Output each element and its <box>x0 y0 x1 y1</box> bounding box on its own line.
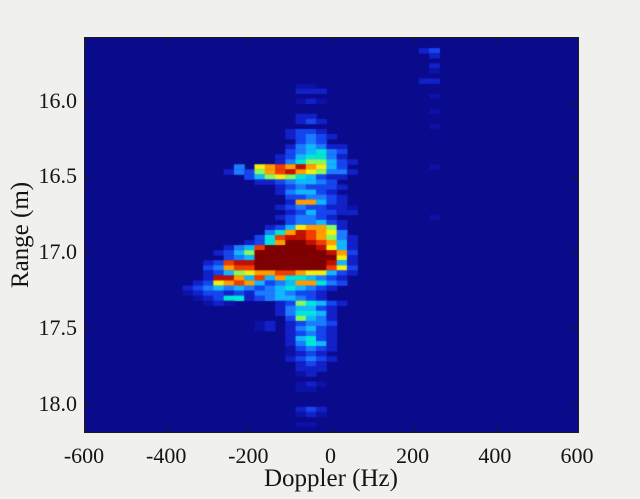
y-tick-label: 16.5 <box>38 163 78 189</box>
y-tick-label: 17.0 <box>38 239 78 265</box>
x-tick-label: -600 <box>63 443 105 468</box>
y-tick-label: 17.5 <box>38 314 78 340</box>
x-tick-label: 400 <box>478 443 512 468</box>
y-axis-label: Range (m) <box>7 181 34 289</box>
heatmap-canvas <box>85 38 578 432</box>
x-axis-label: Doppler (Hz) <box>264 465 398 492</box>
y-tick-label: 16.0 <box>38 87 78 113</box>
x-tick-label: -200 <box>228 443 269 468</box>
y-tick-label: 18.0 <box>38 390 78 416</box>
plot-area <box>84 37 579 433</box>
x-tick-label: 600 <box>560 443 594 468</box>
x-tick-label: 200 <box>396 443 430 468</box>
x-tick-label: -400 <box>145 443 187 468</box>
